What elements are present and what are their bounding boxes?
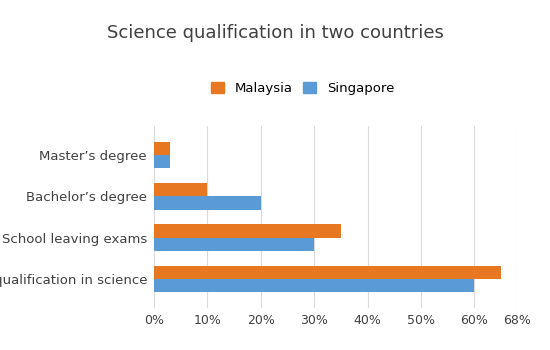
Bar — [154, 183, 207, 196]
Bar — [154, 196, 261, 210]
Text: Science qualification in two countries: Science qualification in two countries — [107, 25, 443, 42]
Bar — [154, 266, 501, 279]
Bar — [154, 155, 170, 168]
Bar — [154, 224, 341, 238]
Legend: Malaysia, Singapore: Malaysia, Singapore — [206, 77, 399, 100]
Bar — [154, 238, 314, 251]
Bar — [154, 142, 170, 155]
Bar — [154, 279, 474, 292]
